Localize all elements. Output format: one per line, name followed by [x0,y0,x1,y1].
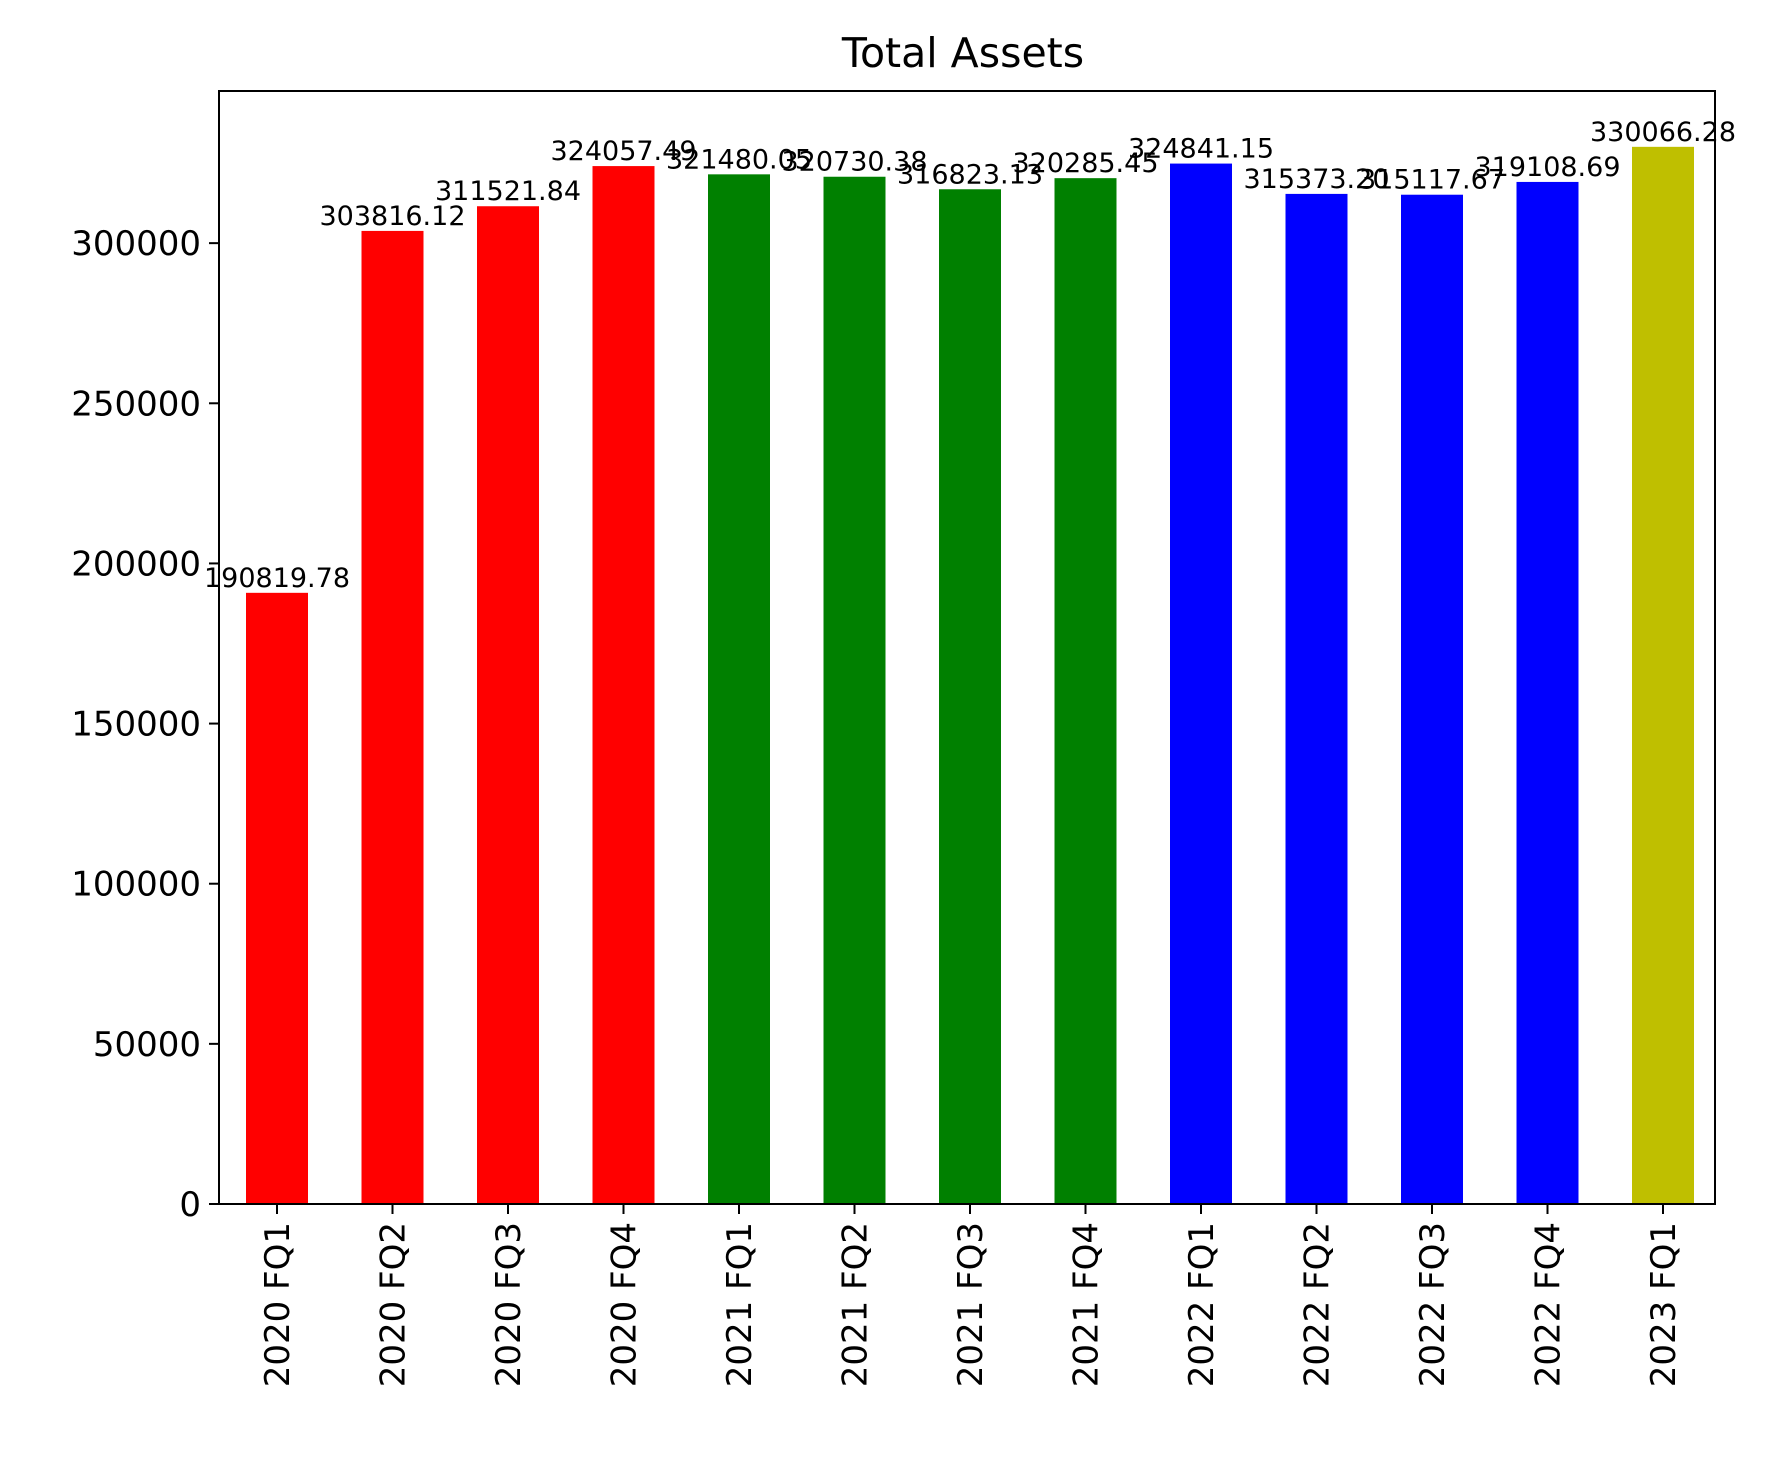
data-label: 315373.20 [1243,164,1389,195]
x-tick-label: 2022 FQ2 [1298,1222,1338,1387]
x-tick-label: 2020 FQ4 [605,1222,645,1387]
bar-2023-fq1 [1632,146,1694,1204]
data-label: 311521.84 [435,176,581,207]
x-tick-label: 2021 FQ4 [1067,1222,1107,1387]
x-tick-label: 2022 FQ3 [1413,1222,1453,1387]
data-label: 320730.38 [781,147,927,178]
bar-2022-fq3 [1401,194,1463,1204]
data-label: 324057.49 [550,136,696,167]
y-tick-label: 250000 [71,384,201,424]
bars-group [246,146,1694,1205]
y-tick-label: 50000 [93,1025,201,1065]
bar-2021-fq1 [708,174,770,1204]
bar-2021-fq3 [939,189,1001,1204]
data-label: 315117.67 [1359,165,1505,196]
data-label: 320285.45 [1012,148,1158,179]
y-tick-label: 200000 [71,544,201,584]
x-tick-label: 2020 FQ1 [258,1222,298,1387]
x-axis: 2020 FQ1 2020 FQ2 2020 FQ3 2020 FQ4 2021 FQ1… [258,1204,1684,1387]
bar-2020-fq4 [592,166,655,1204]
x-tick-label: 2020 FQ3 [489,1222,529,1387]
y-axis: 0 50000 100000 150000 200000 250000 300000 [71,224,219,1225]
y-tick-label: 0 [179,1185,201,1225]
data-label: 190819.78 [204,563,350,594]
data-label: 330066.28 [1590,117,1736,148]
data-label: 324841.15 [1128,134,1274,165]
bar-2021-fq4 [1054,178,1117,1204]
plot-frame [218,90,1716,1205]
bar-2022-fq1 [1170,163,1232,1205]
bar-2022-fq2 [1285,193,1348,1205]
x-tick-label: 2021 FQ1 [720,1222,760,1387]
y-tick-label: 300000 [71,224,201,264]
x-tick-label: 2022 FQ1 [1182,1222,1222,1387]
bar-2020-fq2 [361,230,424,1204]
x-tick-label: 2020 FQ2 [374,1222,414,1387]
y-tick-label: 150000 [71,705,201,745]
data-label: 319108.69 [1474,152,1620,183]
bar-2021-fq2 [823,176,886,1204]
data-label: 321480.05 [666,144,812,175]
x-tick-label: 2023 FQ1 [1644,1222,1684,1387]
bar-2020-fq3 [477,206,539,1204]
x-tick-label: 2022 FQ4 [1529,1222,1569,1387]
data-label: 303816.12 [319,201,465,232]
bar-2020-fq1 [246,592,308,1204]
data-label: 316823.13 [897,159,1043,190]
x-tick-label: 2021 FQ3 [951,1222,991,1387]
bar-2022-fq4 [1516,181,1579,1204]
chart-title: Total Assets [841,29,1084,77]
x-tick-label: 2021 FQ2 [836,1222,876,1387]
y-tick-label: 100000 [71,865,201,905]
